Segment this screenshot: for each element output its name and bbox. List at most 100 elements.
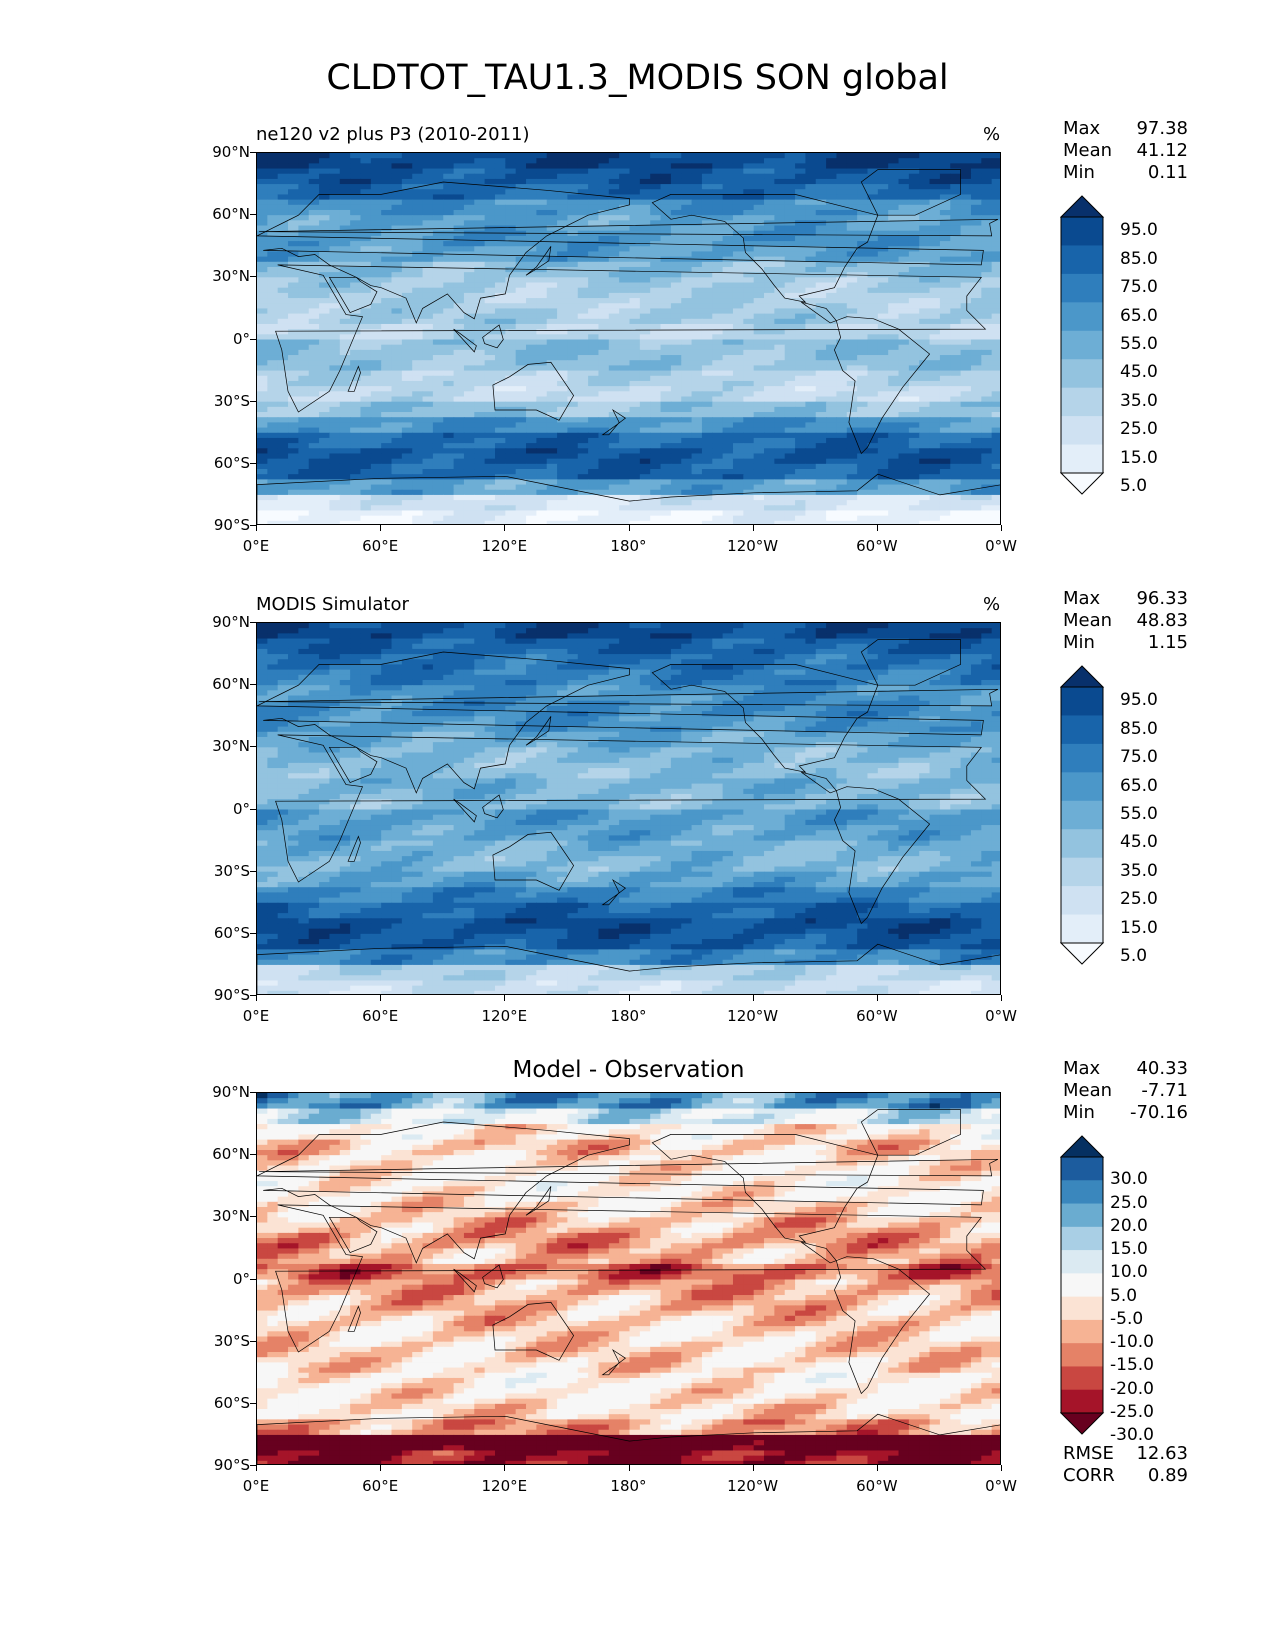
field-cell <box>836 334 848 341</box>
field-cell <box>743 308 755 315</box>
field-cell <box>764 173 775 180</box>
field-cell <box>370 215 382 221</box>
field-cell <box>898 235 910 242</box>
field-cell <box>939 163 951 170</box>
field-cell <box>453 396 465 403</box>
field-cell <box>412 329 424 335</box>
field-cell <box>257 163 268 170</box>
field-cell <box>670 443 682 449</box>
field-cell <box>950 489 962 496</box>
field-cell <box>888 437 900 444</box>
field-cell <box>619 437 631 444</box>
field-cell <box>908 484 920 491</box>
field-cell <box>391 386 403 392</box>
field-cell <box>929 323 941 330</box>
field-cell <box>919 412 931 418</box>
field-cell <box>267 412 279 418</box>
field-cell <box>836 251 848 258</box>
field-cell <box>588 251 600 258</box>
field-cell <box>474 432 486 439</box>
field-cell <box>277 334 289 341</box>
field-cell <box>494 386 506 392</box>
field-cell <box>950 355 962 361</box>
field-cell <box>919 448 931 455</box>
field-cell <box>795 349 807 356</box>
field-cell <box>350 235 362 242</box>
field-cell <box>888 365 900 372</box>
field-cell <box>857 313 869 320</box>
field-cell <box>805 474 817 480</box>
field-cell <box>412 282 424 289</box>
field-cell <box>319 432 331 439</box>
field-cell <box>991 432 1000 439</box>
field-cell <box>474 209 486 216</box>
field-cell <box>588 365 600 372</box>
field-cell <box>857 494 869 501</box>
field-cell <box>360 458 372 465</box>
field-cell <box>505 199 517 206</box>
field-cell <box>422 334 434 341</box>
field-cell <box>981 443 993 449</box>
field-cell <box>319 220 331 227</box>
field-cell <box>660 292 672 299</box>
field-cell <box>939 256 951 263</box>
field-cell <box>722 204 734 211</box>
field-cell <box>639 220 651 227</box>
field-cell <box>277 505 289 512</box>
field-cell <box>898 209 910 216</box>
field-cell <box>908 168 920 175</box>
field-cell <box>484 246 496 253</box>
field-cell <box>888 251 900 258</box>
field-cell <box>743 370 755 377</box>
field-cell <box>898 349 910 356</box>
field-cell <box>526 199 537 206</box>
field-cell <box>526 173 537 180</box>
field-cell <box>981 448 993 455</box>
field-cell <box>774 437 786 444</box>
field-cell <box>908 251 920 258</box>
field-cell <box>339 184 351 190</box>
field-cell <box>619 256 631 263</box>
field-cell <box>826 261 838 268</box>
field-cell <box>401 153 413 159</box>
field-cell <box>619 443 631 449</box>
field-cell <box>298 313 310 320</box>
field-cell <box>722 396 734 403</box>
field-cell <box>484 308 496 315</box>
field-cell <box>360 500 372 506</box>
field-cell <box>370 391 382 398</box>
field-cell <box>257 230 268 237</box>
field-cell <box>836 489 848 496</box>
field-cell <box>494 401 506 408</box>
field-cell <box>712 225 724 232</box>
field-cell <box>888 173 900 180</box>
field-cell <box>463 463 475 470</box>
field-cell <box>526 396 537 403</box>
field-cell <box>888 479 900 486</box>
field-cell <box>505 204 517 211</box>
field-cell <box>919 484 931 491</box>
field-cell <box>691 184 703 190</box>
field-cell <box>629 209 641 216</box>
field-cell <box>484 318 496 325</box>
field-cell <box>432 375 444 382</box>
field-cell <box>681 417 693 423</box>
field-cell <box>329 334 341 341</box>
field-cell <box>360 396 372 403</box>
field-cell <box>350 266 362 273</box>
field-cell <box>515 510 527 517</box>
field-cell <box>764 375 775 382</box>
field-cell <box>722 386 734 392</box>
field-cell <box>867 308 879 315</box>
field-cell <box>753 365 765 372</box>
field-cell <box>929 282 941 289</box>
field-cell <box>722 287 734 294</box>
field-cell <box>505 313 517 320</box>
field-cell <box>970 427 982 434</box>
field-cell <box>795 355 807 361</box>
field-cell <box>339 474 351 480</box>
field-cell <box>546 215 558 221</box>
field-cell <box>691 391 703 398</box>
field-cell <box>422 308 434 315</box>
field-cell <box>474 313 486 320</box>
